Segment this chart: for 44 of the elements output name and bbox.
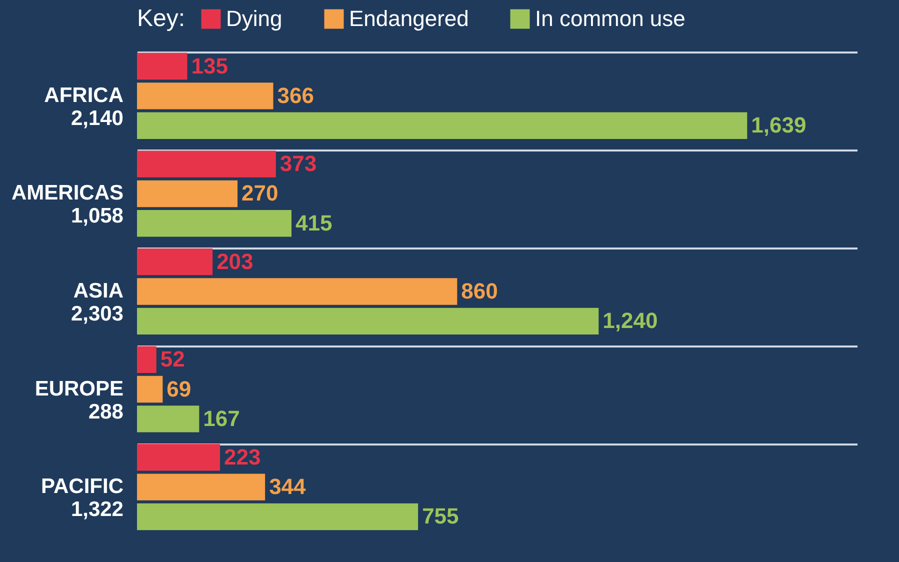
data-label: 344 <box>269 474 307 500</box>
y-tick-label: ASIA <box>73 280 124 302</box>
total-label: 1,322 <box>70 498 124 522</box>
data-label: 755 <box>422 504 459 529</box>
bar <box>137 248 213 276</box>
bar <box>137 180 238 208</box>
bar <box>137 210 292 237</box>
bar <box>137 150 276 178</box>
bar <box>137 52 188 80</box>
data-label: 366 <box>277 82 314 108</box>
bar <box>137 308 599 335</box>
total-label: 2,303 <box>70 302 124 326</box>
legend-label: Dying <box>226 6 282 31</box>
y-tick-label: AFRICA <box>44 84 124 107</box>
legend-label: In common use <box>535 6 686 31</box>
data-label: 1,639 <box>751 112 806 138</box>
data-label: 203 <box>216 248 254 274</box>
total-label: 1,058 <box>70 204 124 228</box>
data-label: 1,240 <box>602 308 658 334</box>
legend-label: Endangered <box>349 6 469 31</box>
total-label: 2,140 <box>70 106 124 130</box>
bar <box>137 474 266 500</box>
data-label: 135 <box>191 53 228 78</box>
bar <box>137 503 418 530</box>
data-label: 373 <box>280 151 317 176</box>
data-label: 167 <box>203 406 240 431</box>
legend-title: Key: <box>137 5 186 32</box>
bar <box>137 82 274 110</box>
bar <box>137 278 458 305</box>
total-label: 288 <box>88 400 124 424</box>
data-label: 270 <box>242 180 278 206</box>
bar <box>137 346 156 373</box>
y-tick-label: AMERICAS <box>11 182 124 205</box>
bar <box>137 376 163 403</box>
data-label: 860 <box>461 278 498 304</box>
y-tick-label: EUROPE <box>34 377 124 400</box>
y-tick-label: PACIFIC <box>41 475 124 498</box>
bar <box>137 444 220 471</box>
data-label: 52 <box>160 346 185 372</box>
data-label: 415 <box>295 210 332 236</box>
bar <box>137 406 200 432</box>
bar <box>137 112 748 139</box>
data-label: 69 <box>166 376 192 402</box>
data-label: 223 <box>224 444 261 470</box>
